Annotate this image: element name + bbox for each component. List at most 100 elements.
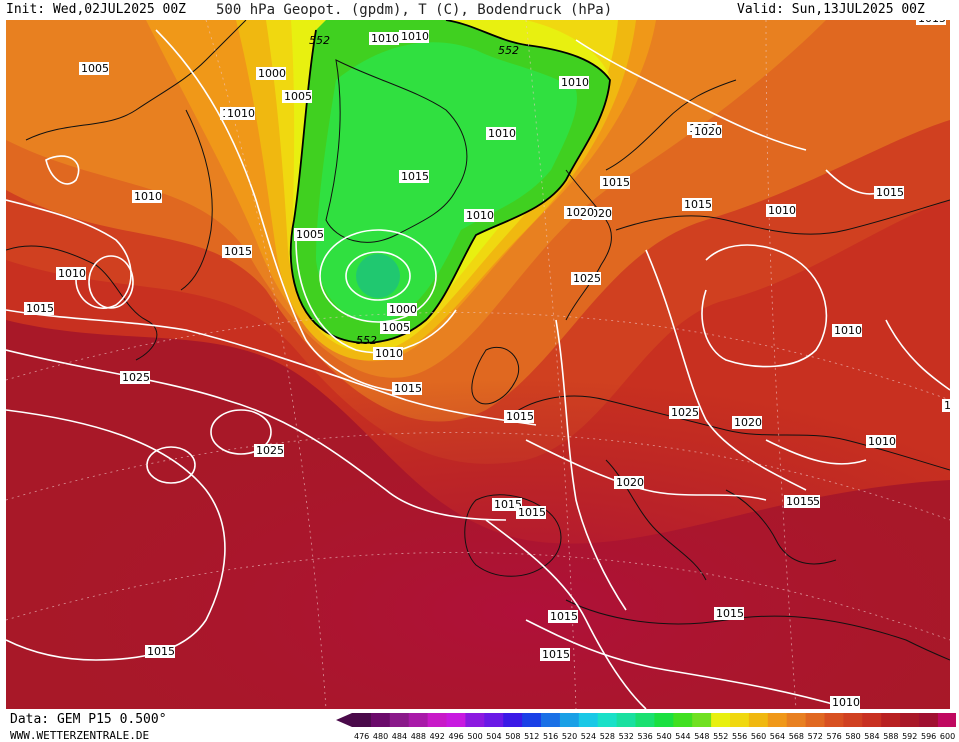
legend-value: 600 [940,732,955,741]
legend-swatch [465,713,485,727]
pressure-label: 1025 [671,406,699,419]
legend-swatch [578,713,599,727]
geopot-labels: 552 552 552 [309,34,519,347]
pressure-label-box [120,371,150,384]
legend-arrow-left [336,713,352,727]
legend-value: 544 [675,732,690,741]
legend-value: 548 [694,732,709,741]
pressure-label: 1015 [494,498,522,511]
pressure-label-box [132,190,162,203]
legend-swatch [370,713,391,727]
legend-swatch [900,713,920,727]
pressure-label-box [516,506,546,519]
isobars [6,29,950,709]
pressure-label: 1010 [561,76,589,89]
pressure-label-box [294,228,324,241]
pressure-label: 1010 [834,324,862,337]
pressure-label-box [399,30,429,43]
pressure-label-box [540,648,570,661]
geopot-label: 552 [356,334,377,347]
header-bar: Init: Wed,02JUL2025 00Z 500 hPa Geopot. … [0,0,959,20]
legend-swatch [616,713,636,727]
legend-value: 520 [562,732,577,741]
legend-value: 484 [392,732,407,741]
legend-swatch [352,713,372,727]
legend-value: 504 [486,732,501,741]
pressure-label: 1010 [466,209,494,222]
legend-swatch [843,713,863,727]
pressure-label: 1005 [382,321,410,334]
pressure-label: 1010 [488,127,516,140]
pressure-label-box [369,32,399,45]
pressure-label: 1010 [868,435,896,448]
pressure-label: 1020 [694,125,722,138]
legend-swatch [767,713,788,727]
pressure-label-box [832,324,862,337]
cold-core [356,254,400,298]
pressure-label: 1015 [786,495,814,508]
pressure-labels: 1005100010101005101010101015101010151020… [24,20,950,709]
pressure-label-box [682,198,712,211]
pressure-label: 1010 [371,32,399,45]
pressure-label-box [486,127,516,140]
legend-value: 568 [789,732,804,741]
pressure-label: 1015 [401,170,429,183]
legend-value: 476 [354,732,369,741]
legend-value: 536 [638,732,653,741]
legend-value: 580 [845,732,860,741]
pressure-label: 1015 [224,245,252,258]
legend-value: 500 [467,732,482,741]
pressure-label: 1015 [26,302,54,315]
pressure-label: 1010 [768,204,796,217]
pressure-label-box [256,67,286,80]
legend-value: 576 [827,732,842,741]
legend-value: 512 [524,732,539,741]
legend-swatch [919,713,939,727]
pressure-label-box [225,107,255,120]
legend-value: 556 [732,732,747,741]
pressure-label: 1000 [258,67,286,80]
pressure-label-box [614,476,644,489]
pressure-label: 1010 [227,107,255,120]
legend-value: 516 [543,732,558,741]
pressure-label-box [732,416,762,429]
colour-legend: 476 480 484 488 492 496 500 504 508 512 516 520 524 5… [336,713,956,741]
pressure-label-box [571,272,601,285]
pressure-label-box [692,125,722,138]
legend-swatch [805,713,825,727]
legend-value: 564 [770,732,785,741]
legend-value: 528 [600,732,615,741]
pressure-label: 1015 [716,607,744,620]
legend-swatch [484,713,504,727]
pressure-label-box [559,76,589,89]
pressure-label: 1020 [616,476,644,489]
legend-swatch [503,713,523,727]
pressure-label: 1015 [147,645,175,658]
pressure-label-box [784,495,814,508]
pressure-label: 1015 [876,186,904,199]
pressure-label-box [504,410,534,423]
pressure-label-box [282,90,312,103]
pressure-label-box [254,444,284,457]
pressure-label-box [464,209,494,222]
pressure-label: 1015 [518,506,546,519]
legend-swatch [446,713,466,727]
pressure-label: 1020 [566,206,594,219]
legend-swatch [881,713,901,727]
pressure-label-box [222,245,252,258]
geopot-label: 552 [498,44,519,57]
pressure-label: 1010 [944,399,950,412]
pressure-label-box [766,204,796,217]
pressure-label-box [392,382,422,395]
legend-value: 572 [808,732,823,741]
pressure-label: 1015 [542,648,570,661]
pressure-label: 1015 [506,410,534,423]
pressure-label: 1010 [401,30,429,43]
pressure-label: 1010 [375,347,403,360]
legend-value: 492 [430,732,445,741]
pressure-label-box [866,435,896,448]
pressure-label-box [714,607,744,620]
pressure-label-box [916,20,946,25]
legend-swatch [937,713,956,727]
pressure-label: 1025 [122,371,150,384]
